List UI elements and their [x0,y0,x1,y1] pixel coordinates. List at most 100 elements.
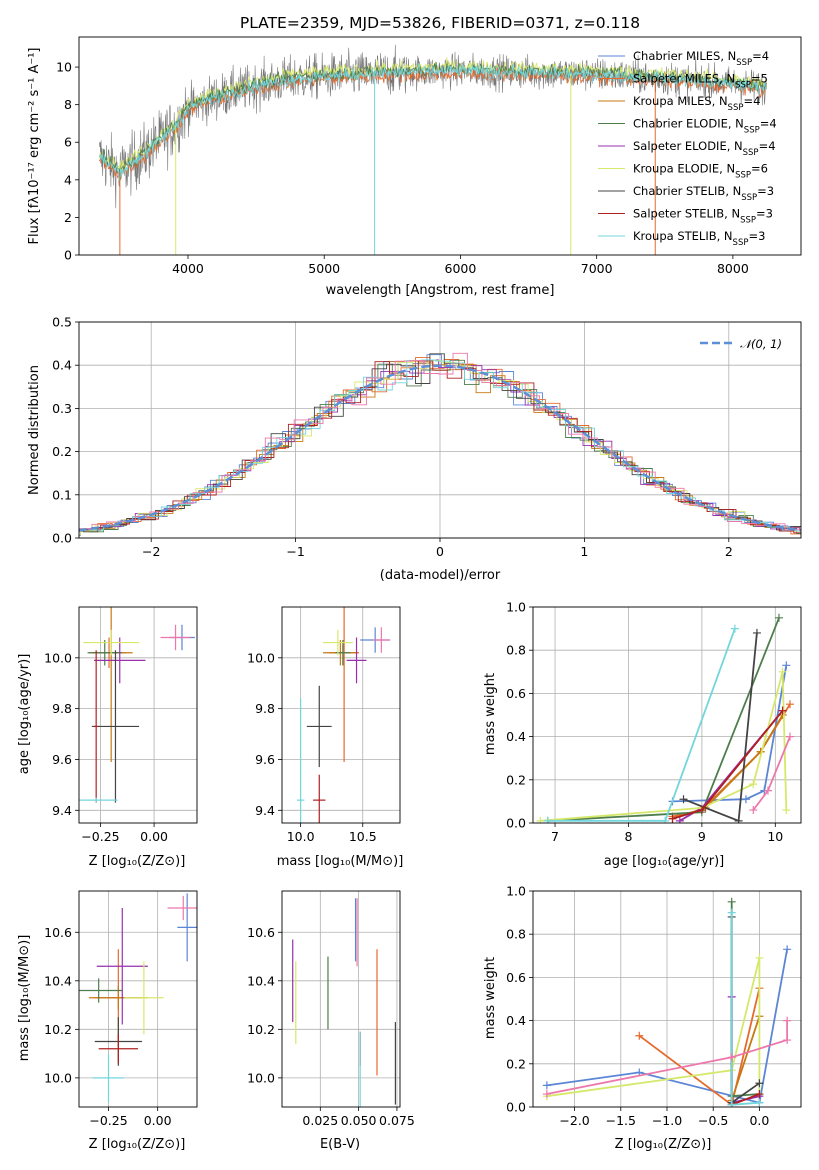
plus-marker [542,1090,551,1099]
plus-marker [785,732,794,741]
plus-marker [782,806,791,815]
age-mass-xlabel: mass [log₁₀(M/M⊙)] [277,854,404,869]
residuals-frame [78,321,802,539]
series-line [730,1016,761,1101]
model-spectrum-line [99,63,767,181]
plus-marker [727,908,736,917]
age-z-xlabel: Z [log₁₀(Z/Z⊙)] [89,854,186,869]
mass-z-ylabel: mass [log₁₀(M/M⊙)] [17,935,32,1062]
age-vs-Z-points [79,607,195,803]
legend-label: Kroupa STELIB, NSSP=3 [633,229,765,248]
legend-label: Kroupa ELODIE, NSSP=6 [633,162,768,181]
weight-vs-age-xtick-label: 10 [767,829,783,844]
plus-marker [668,814,677,823]
spectrum-ytick-label: 6 [64,135,72,150]
weight-age-ylabel: mass weight [483,673,498,755]
weight-vs-age-axes: 7 8 9 10 0.0 0.2 0.4 0.6 0.8 1.0 [506,600,801,844]
plus-marker [749,780,758,789]
age-vs-mass-ytick-label: 9.8 [255,701,275,716]
weight-vs-age-xtick-label: 9 [698,829,706,844]
plus-marker [543,816,552,823]
residuals-ytick-label: 0.5 [52,315,72,330]
plus-marker [785,700,794,709]
mass-vs-ebv-ytick-label: 10.6 [247,925,275,940]
spectrum-ytick-label: 10 [56,60,72,75]
mass-vs-Z-frame [78,890,198,1108]
plus-marker [782,661,791,670]
weight-vs-age-ytick-label: 0.2 [506,772,526,787]
plus-marker [635,1031,644,1040]
series-line [672,710,784,820]
residuals-ytick-label: 0.0 [52,531,72,546]
plus-marker [661,816,670,823]
spectrum-xtick-label: 4000 [172,261,204,276]
age-vs-Z-xtick-label: 0.00 [140,829,168,844]
residuals-xtick-label: −1 [286,544,304,559]
weight-vs-age-frame [532,606,802,824]
weight-vs-Z-xtick-label: −1.0 [652,1113,682,1128]
age-vs-Z-ytick-label: 9.6 [52,752,72,767]
spectrum-axes: 4000 5000 6000 7000 8000 0 2 4 6 8 10 [56,60,749,276]
plus-marker [755,1079,764,1088]
plus-marker [755,953,764,962]
plus-marker [536,816,545,823]
weight-vs-Z-ytick-label: 0.0 [506,1100,526,1115]
legend-label: Chabrier MILES, NSSP=4 [633,49,769,68]
weight-vs-Z-xtick-label: 0.0 [749,1113,769,1128]
mass-vs-Z-ytick-label: 10.0 [44,1070,72,1085]
mass-vs-ebv-ytick-label: 10.4 [247,973,275,988]
weight-vs-age-ytick-label: 0.8 [506,643,526,658]
weight-vs-Z-ytick-label: 0.4 [506,1013,526,1028]
plus-marker [679,795,688,804]
plus-marker [730,624,739,633]
weight-vs-Z-lines [542,897,792,1107]
mass-vs-ebv-ytick-label: 10.2 [247,1022,275,1037]
weight-vs-Z-frame [532,890,802,1108]
residuals-xtick-label: 0 [436,544,444,559]
plus-marker [741,795,750,804]
series-line [731,1093,760,1106]
mass-vs-Z-axes: −0.25 0.00 10.0 10.2 10.4 10.6 [44,891,197,1128]
spectrum-xtick-label: 7000 [581,261,613,276]
legend-label: Chabrier STELIB, NSSP=3 [633,184,774,203]
mass-vs-ebv-points [292,898,397,1107]
spectrum-xtick-label: 8000 [717,261,749,276]
residuals-ytick-label: 0.1 [52,487,72,502]
mass-vs-Z-ytick-label: 10.2 [44,1022,72,1037]
plus-marker [727,1053,736,1062]
residuals-xtick-label: 2 [725,544,733,559]
legend-label: Salpeter ELODIE, NSSP=4 [633,139,776,158]
residuals-xlabel: (data-model)/error [380,568,501,583]
age-vs-Z-ytick-label: 10.0 [44,650,72,665]
spectrum-title: PLATE=2359, MJD=53826, FIBERID=0371, z=0… [240,14,640,32]
plus-marker [778,706,787,715]
series-line [547,617,780,822]
spectrum-ytick-label: 2 [64,210,72,225]
spectrum-ytick-label: 4 [64,172,72,187]
age-vs-mass-ytick-label: 10.0 [247,650,275,665]
age-vs-mass-points [296,607,391,823]
age-vs-Z-xtick-label: −0.25 [81,829,119,844]
residuals-xtick-label: −2 [142,544,160,559]
plus-marker [727,897,736,906]
text-layer: PLATE=2359, MJD=53826, FIBERID=0371, z=0… [17,14,724,1152]
histograms [79,352,801,536]
legend-label: 𝒩(0, 1) [740,337,782,351]
mass-vs-ebv-xtick-label: 0.075 [379,1113,415,1128]
series-line [546,949,788,1104]
plus-marker [542,1081,551,1090]
residuals-axes: −2 −1 0 1 2 0.0 0.1 0.2 0.3 0.4 0.5 [52,315,801,559]
age-vs-Z-axes: −0.25 0.00 9.4 9.6 9.8 10.0 [44,607,197,844]
weight-vs-age-ytick-label: 0.6 [506,686,526,701]
residuals-ylabel: Normed distribution [27,365,42,495]
weight-vs-age-xtick-label: 8 [624,829,632,844]
plus-marker [755,1098,764,1107]
mass-vs-Z-xtick-label: −0.25 [89,1113,127,1128]
mass-ebv-xlabel: E(B-V) [320,1137,360,1152]
residuals-ytick-label: 0.2 [52,444,72,459]
plus-marker [697,806,706,815]
plus-marker [763,786,772,795]
spectrum-lines [99,44,767,255]
weight-vs-Z-ytick-label: 0.6 [506,970,526,985]
